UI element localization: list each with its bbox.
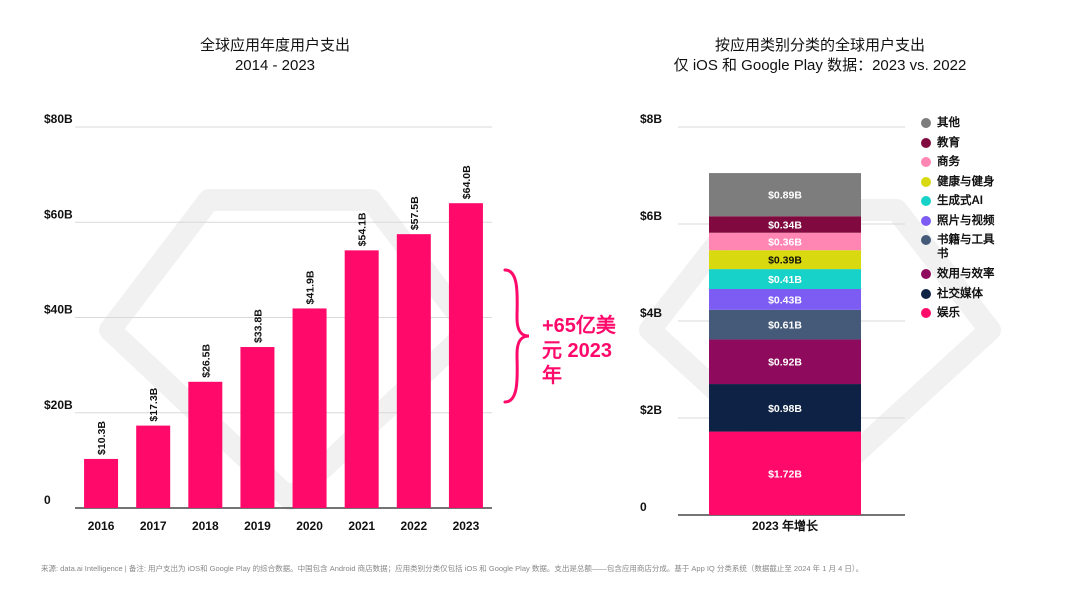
stack-segment: [709, 216, 861, 233]
bar: [448, 203, 483, 508]
segment-data-label: $0.34B: [768, 219, 802, 231]
bar-data-label: $26.5B: [200, 344, 212, 378]
bar-data-label: $41.9B: [305, 270, 317, 304]
x-tick-label: 2021: [348, 519, 375, 533]
legend-swatch: [921, 288, 931, 299]
legend-item: 效用与效率: [921, 267, 1061, 287]
segment-data-label: $0.89B: [768, 190, 802, 202]
legend-item: 健康与健身: [921, 175, 1061, 195]
legend-label: 教育: [937, 136, 960, 149]
brace-icon: [503, 268, 530, 404]
y-tick-label: 0: [44, 493, 51, 507]
category-stacked-bar-chart: 0 $2B $4B $6B $8B $1.72B $0.98B $0.92B $0.61B $0.…: [640, 112, 905, 533]
legend-item: 社交媒体: [921, 287, 1061, 307]
left-chart-title: 全球应用年度用户支出 2014 - 2023: [90, 36, 460, 76]
legend-swatch: [921, 137, 931, 148]
annual-spend-bar-chart: 0 $20B $40B $60B $80B 2016 $10.3B 2017 $17.3B 201…: [44, 112, 492, 533]
bar-data-label: $54.1B: [357, 212, 369, 246]
legend-item: 教育: [921, 136, 1061, 156]
legend-swatch: [921, 118, 931, 128]
legend-swatch: [921, 157, 931, 167]
legend-label: 社交媒体: [937, 287, 983, 300]
y-tick-label: $60B: [44, 207, 73, 221]
segment-data-label: $0.61B: [768, 320, 802, 332]
growth-brace: [503, 268, 530, 404]
right-chart-title: 按应用类别分类的全球用户支出 仅 iOS 和 Google Play 数据：20…: [640, 36, 1000, 76]
y-tick-label: $2B: [640, 403, 662, 417]
legend-item: 书籍与工具书: [921, 233, 1061, 267]
y-tick-label: $20B: [44, 398, 73, 412]
segment-data-label: $0.41B: [768, 274, 802, 286]
legend-swatch: [921, 235, 931, 245]
legend-item: 其他: [921, 116, 1061, 136]
stack-segment: [709, 384, 861, 432]
legend-item: 商务: [921, 155, 1061, 175]
x-tick-label: 2023: [453, 519, 480, 533]
segment-data-label: $0.39B: [768, 255, 802, 267]
x-tick-label: 2019: [244, 519, 271, 533]
legend-swatch: [921, 269, 931, 279]
bar: [240, 347, 275, 508]
growth-annotation: +65亿美元 2023年: [542, 315, 616, 387]
bar: [84, 458, 119, 508]
stack-segment: [709, 232, 861, 251]
segment-data-label: $0.43B: [768, 294, 802, 306]
stack-segment: [709, 173, 861, 217]
legend-label: 商务: [937, 156, 960, 168]
segment-data-label: $0.92B: [768, 357, 802, 369]
legend-item: 娱乐: [921, 306, 1061, 326]
stack-segment: [709, 339, 861, 385]
bar: [136, 425, 171, 508]
segment-data-label: $0.36B: [768, 236, 802, 248]
category-legend: 其他教育商务健康与健身生成式AI 照片与视频书籍与工具书效用与效率社交媒体娱乐: [921, 116, 1061, 326]
bar: [292, 308, 327, 508]
bar-data-label: $57.5B: [409, 196, 421, 230]
x-tick-label: 2023 年增长: [752, 518, 819, 533]
bar: [344, 250, 379, 508]
legend-label: 娱乐: [937, 307, 960, 319]
legend-label: 生成式AI: [937, 195, 983, 207]
legend-item: 照片与视频: [921, 214, 1061, 234]
x-tick-label: 2020: [296, 519, 323, 533]
right-chart-title-line1: 按应用类别分类的全球用户支出: [714, 37, 925, 54]
y-tick-label: $6B: [640, 209, 662, 223]
x-tick-label: 2016: [88, 519, 115, 533]
y-tick-label: $80B: [44, 112, 73, 126]
y-tick-label: 0: [640, 500, 647, 514]
legend-swatch: [921, 308, 931, 318]
source-footnote: 来源: data.ai Intelligence | 备注: 用户支出为 iOS…: [41, 564, 864, 573]
legend-swatch: [921, 176, 931, 187]
charts-canvas: 0 $20B $40B $60B $80B 2016 $10.3B 2017 $17.3B 201…: [44, 112, 1001, 533]
legend-label: 效用与效率: [937, 268, 995, 280]
stack-segment: [709, 250, 861, 270]
legend-label: 照片与视频: [937, 214, 995, 227]
stack-segment: [709, 309, 861, 340]
right-chart-title-line2: 仅 iOS 和 Google Play 数据：2023 vs. 2022: [673, 57, 967, 74]
bar-data-label: $17.3B: [148, 387, 160, 421]
segment-data-label: $0.98B: [768, 403, 802, 415]
bar: [188, 381, 223, 508]
legend-label: 其他: [937, 117, 960, 129]
bar-data-label: $64.0B: [461, 165, 473, 199]
left-chart-title-line1: 全球应用年度用户支出: [199, 37, 350, 54]
legend-swatch: [921, 215, 931, 226]
x-tick-label: 2017: [140, 519, 167, 533]
y-tick-label: $40B: [44, 303, 73, 317]
x-tick-label: 2018: [192, 519, 219, 533]
bar: [396, 234, 431, 508]
legend-label: 健康与健身: [937, 175, 995, 188]
left-chart-title-line2: 2014 - 2023: [234, 57, 316, 74]
y-tick-label: $8B: [640, 112, 662, 126]
segment-data-label: $1.72B: [768, 468, 802, 480]
bar-data-label: $10.3B: [96, 421, 108, 455]
stack-segment: [709, 269, 861, 289]
stack-segment: [709, 288, 861, 310]
legend-swatch: [921, 196, 931, 206]
y-tick-label: $4B: [640, 306, 662, 320]
legend-item: 生成式AI: [921, 194, 1061, 214]
x-tick-label: 2022: [400, 519, 427, 533]
stack-segment: [709, 431, 861, 515]
legend-label: 书籍与工具书: [937, 234, 995, 260]
bar-data-label: $33.8B: [252, 309, 264, 343]
